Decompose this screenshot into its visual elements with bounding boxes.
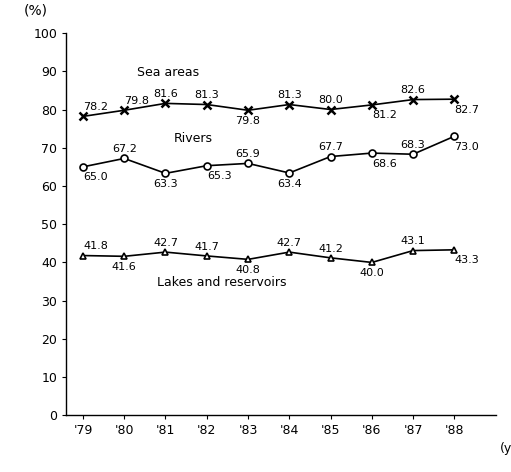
Text: 65.3: 65.3 [207,171,231,181]
Text: 65.9: 65.9 [236,149,261,159]
Text: 42.7: 42.7 [153,238,178,248]
Text: 67.7: 67.7 [318,143,343,152]
Text: 68.6: 68.6 [372,159,397,169]
Text: 73.0: 73.0 [454,142,479,152]
Text: 78.2: 78.2 [83,102,108,112]
Text: Rivers: Rivers [174,132,213,145]
Text: 42.7: 42.7 [277,238,302,248]
Text: Sea areas: Sea areas [136,66,199,79]
Text: 65.0: 65.0 [83,172,107,182]
Text: 67.2: 67.2 [112,144,136,154]
Text: Lakes and reservoirs: Lakes and reservoirs [157,276,287,289]
Text: 41.2: 41.2 [318,244,343,253]
Text: 82.6: 82.6 [401,85,426,95]
Text: (%): (%) [24,4,48,18]
Text: 82.7: 82.7 [454,105,479,115]
Text: 43.1: 43.1 [401,236,426,246]
Text: 79.8: 79.8 [236,116,261,126]
Text: 63.4: 63.4 [277,178,301,188]
Text: 41.6: 41.6 [112,262,136,272]
Text: 43.3: 43.3 [454,255,479,265]
Text: (year): (year) [500,442,511,455]
Text: 63.3: 63.3 [153,179,178,189]
Text: 81.3: 81.3 [194,90,219,101]
Text: 81.3: 81.3 [277,90,301,101]
Text: 40.0: 40.0 [359,268,384,278]
Text: 41.7: 41.7 [194,242,219,252]
Text: 40.8: 40.8 [236,265,261,275]
Text: 41.8: 41.8 [83,241,108,252]
Text: 81.6: 81.6 [153,89,178,99]
Text: 68.3: 68.3 [401,140,426,150]
Text: 80.0: 80.0 [318,95,343,105]
Text: 81.2: 81.2 [372,110,397,120]
Text: 79.8: 79.8 [124,96,149,106]
